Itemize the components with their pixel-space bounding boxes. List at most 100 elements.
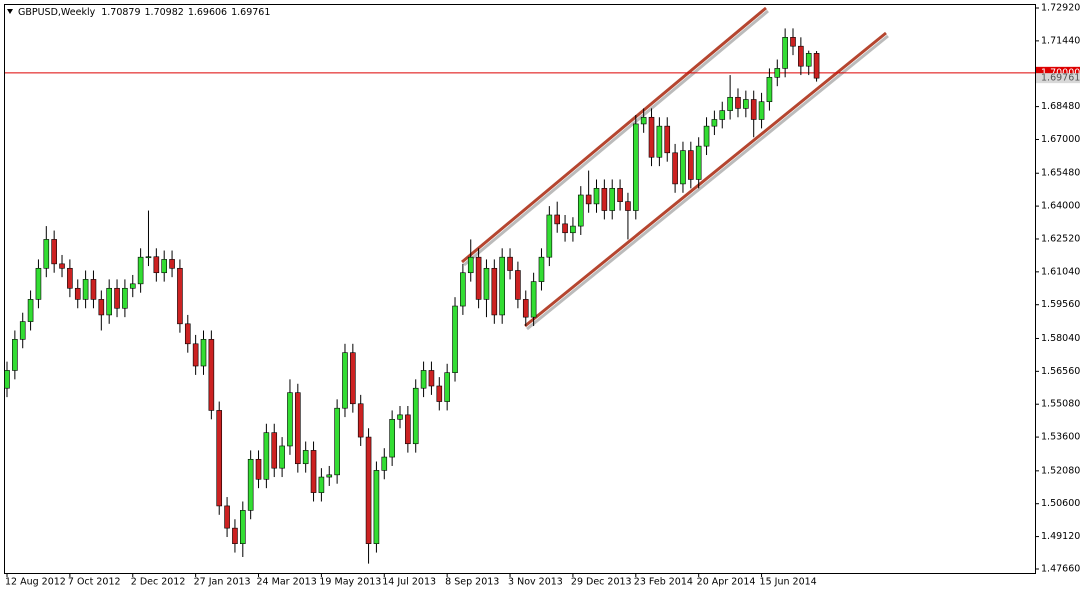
candle-body [711,119,718,127]
candle-body [774,68,781,78]
low-value: 1.69606 [188,7,227,18]
candle-body [688,150,694,180]
y-tick-label: 1.58040 [1041,333,1080,344]
candle-body [617,188,623,202]
candle-body [373,470,380,544]
candle-body [192,343,199,367]
candle-body [538,256,545,282]
y-tick-label: 1.62520 [1041,233,1080,244]
x-tick-label: 12 Aug 2012 [5,577,66,588]
candle-body [593,188,600,205]
candle-body [664,125,671,154]
high-value: 1.70982 [145,7,184,18]
x-tick-label: 3 Nov 2013 [508,577,563,588]
last-price-bg [1036,73,1080,84]
candle-body [389,419,395,458]
candle-body [405,414,411,445]
candle-body [326,474,333,478]
candle-body [67,267,73,289]
channel-shadow [526,34,889,331]
candle-body [106,287,112,316]
candle-body [452,305,458,373]
candle-body [648,116,655,158]
candle-body [177,267,183,325]
channel [461,6,889,331]
candle-body [483,267,490,300]
candle-body [295,392,301,465]
candle-body [507,256,513,271]
candle-body [153,256,160,274]
candle-body [365,436,372,544]
candle-body [420,370,427,389]
level-label: 1.70000 [1041,67,1080,78]
candle-body [632,123,639,211]
candle-body [758,101,765,120]
candle-body [695,145,702,180]
last-price-label: 1.69761 [1041,73,1080,84]
candle-body [302,450,309,465]
candle-body [397,414,403,420]
candle-body [640,116,647,125]
candle-body [74,287,81,300]
candle-body [263,432,270,480]
x-tick-label: 27 Jan 2013 [194,577,251,588]
candle-body [310,450,317,493]
candle-body [436,385,443,402]
candle-body [216,410,223,507]
y-tick-label: 1.56560 [1041,366,1080,377]
candle-body [444,372,450,402]
candle-body [184,323,191,345]
chart-title: GBPUSD,Weekly [18,7,96,18]
channel-shadow [463,9,769,267]
y-tick-label: 1.67000 [1041,134,1080,145]
candle-body [577,194,584,227]
candle-body [59,263,65,269]
y-tick-label: 1.71440 [1041,35,1080,46]
candle-body [51,239,57,265]
candle-body [703,125,710,147]
candle-body [122,287,128,309]
candle-body [798,45,804,67]
candle-body [12,339,18,371]
candle-body [342,352,348,409]
candle-body [271,432,278,469]
candle-body [255,458,262,480]
candle-body [585,194,592,205]
candle-body [318,476,325,493]
candle-body [805,53,812,67]
candle-body [546,214,553,258]
candle-body [381,456,388,471]
x-tick-label: 7 Oct 2012 [68,577,121,588]
candle-body [570,225,576,234]
candle-body [279,445,285,469]
channel-upper [461,6,767,264]
candle-body [515,270,521,300]
x-tick-label: 8 Sep 2013 [445,577,499,588]
candle-body [491,267,498,316]
close-value: 1.69761 [231,7,270,18]
channel-lower [524,31,887,328]
candle-body [4,370,10,389]
candle-body [232,527,238,544]
candle-body [137,256,144,285]
candle-body [735,96,741,109]
candle-body [522,299,529,318]
candle-body [27,299,34,322]
candle-body [129,283,136,289]
candle-body [169,259,175,269]
y-tick-label: 1.59560 [1041,299,1080,310]
candle-body [562,223,568,234]
candle-body [208,339,215,411]
candle-body [656,125,663,158]
y-tick-label: 1.55080 [1041,399,1080,410]
y-tick-label: 1.64000 [1041,201,1080,212]
x-tick-label: 15 Jun 2014 [760,577,817,588]
y-tick-label: 1.53600 [1041,432,1080,443]
x-tick-label: 2 Dec 2012 [131,577,186,588]
x-tick-label: 23 Feb 2014 [634,577,693,588]
candle-body [790,37,796,47]
candle-body [813,53,820,79]
candle-body [82,279,89,300]
candle-body [782,37,788,69]
candle-body [240,510,246,544]
